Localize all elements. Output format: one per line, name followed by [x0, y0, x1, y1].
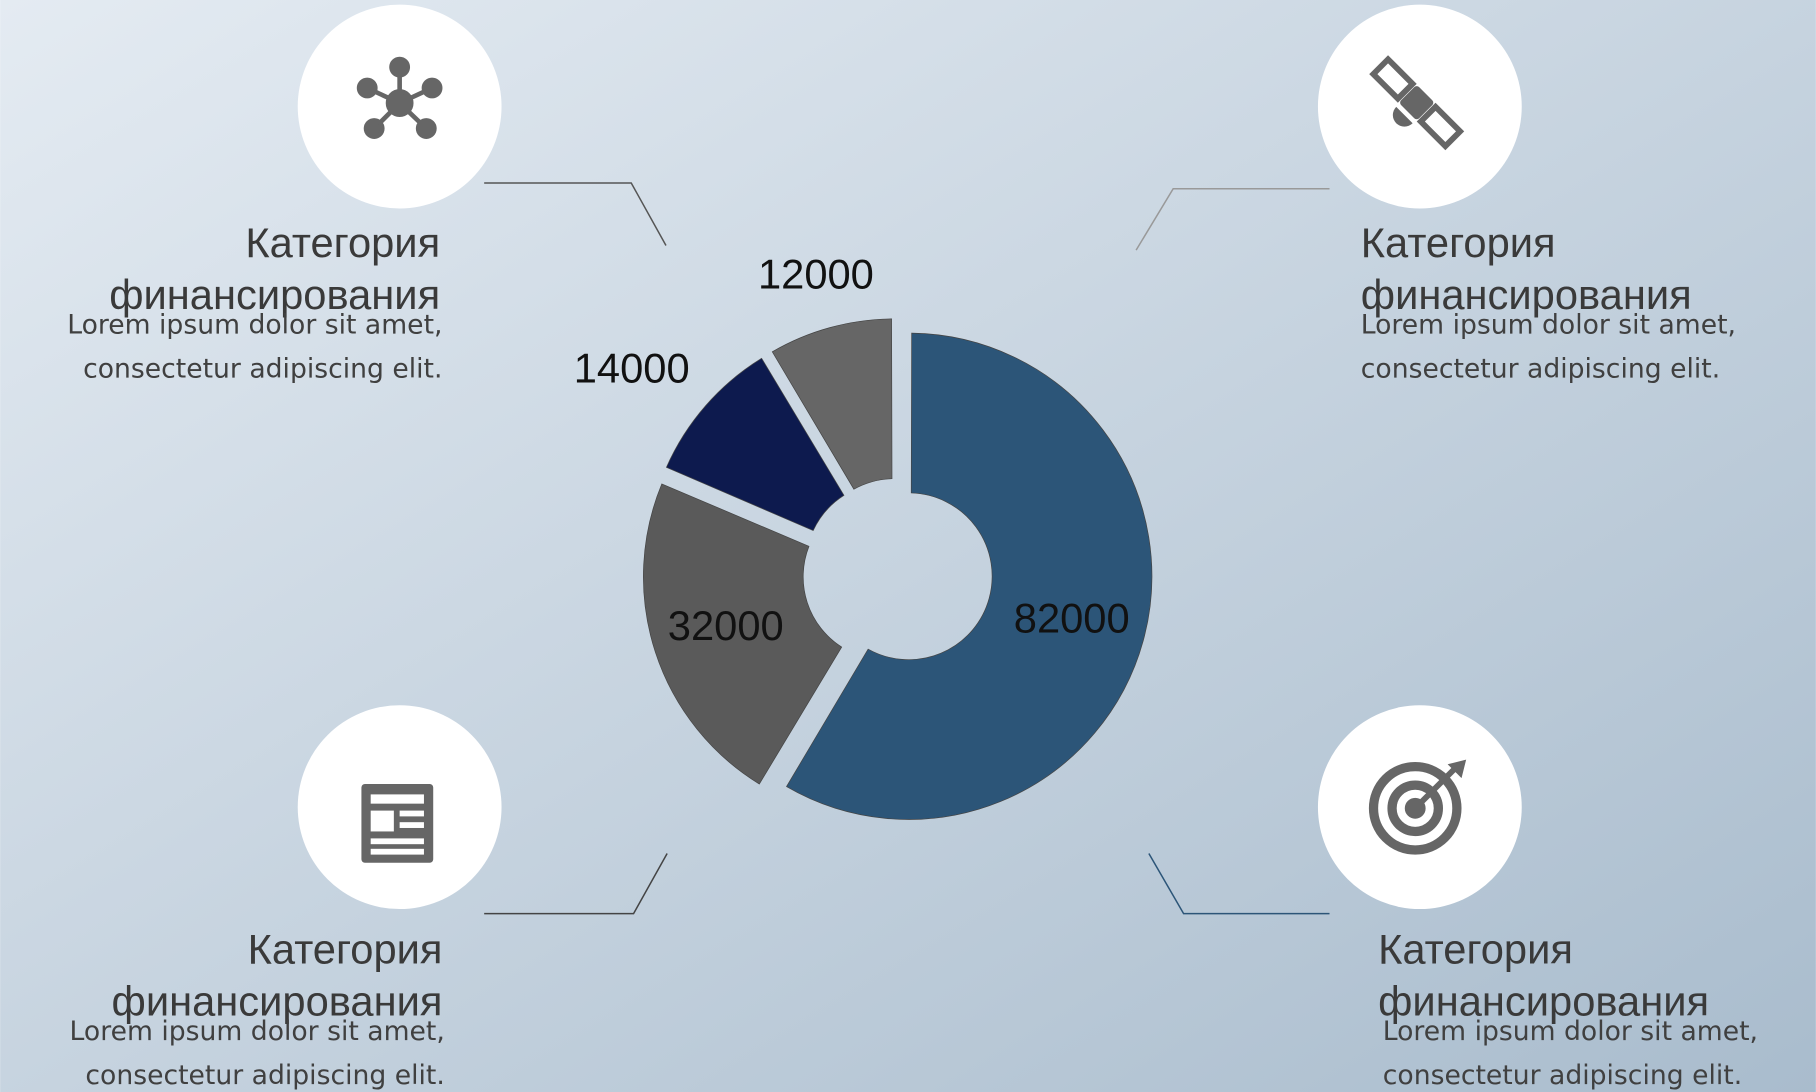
card-title: финансирования [109, 271, 440, 318]
card-title: финансирования [1378, 978, 1709, 1025]
card-text: consectetur adipiscing elit. [85, 1060, 444, 1091]
card: Категория финансирования Lorem ipsum dol… [70, 925, 445, 1090]
icon-newspaper [361, 783, 434, 863]
icon-satellite [1369, 55, 1465, 151]
card-title: Категория [1361, 219, 1556, 266]
card-text: Lorem ipsum dolor sit amet, [70, 1016, 445, 1047]
card-title: Категория [248, 925, 443, 972]
donut-slice [665, 357, 845, 531]
card: Категория финансирования Lorem ipsum dol… [1378, 925, 1758, 1090]
icon-target [1368, 759, 1467, 855]
card-title: финансирования [112, 978, 443, 1025]
connector [484, 182, 667, 246]
card-text: consectetur adipiscing elit. [1361, 354, 1720, 385]
donut-slice [643, 483, 843, 785]
donut-chart: 82000 32000 14000 12000 [574, 250, 1153, 820]
data-label: 14000 [574, 344, 690, 391]
data-label: 32000 [668, 602, 784, 649]
card: Категория финансирования Lorem ipsum dol… [1361, 219, 1736, 384]
card: Категория финансирования Lorem ipsum dol… [67, 219, 442, 384]
card-text: Lorem ipsum dolor sit amet, [67, 310, 442, 341]
card-title: Категория [1378, 925, 1573, 972]
card-title: Категория [245, 219, 440, 266]
connector [1148, 853, 1330, 915]
data-label: 82000 [1014, 594, 1130, 641]
card-text: consectetur adipiscing elit. [1383, 1060, 1742, 1091]
connector [1135, 188, 1330, 251]
card-text: consectetur adipiscing elit. [83, 354, 442, 385]
connector [484, 853, 668, 915]
card-text: Lorem ipsum dolor sit amet, [1361, 310, 1736, 341]
data-label: 12000 [758, 250, 874, 297]
card-text: Lorem ipsum dolor sit amet, [1383, 1016, 1758, 1047]
icon-network [356, 56, 443, 139]
connectors [484, 182, 1330, 915]
donut-slice [771, 318, 893, 490]
donut-slice [786, 332, 1153, 820]
card-title: финансирования [1361, 271, 1692, 318]
